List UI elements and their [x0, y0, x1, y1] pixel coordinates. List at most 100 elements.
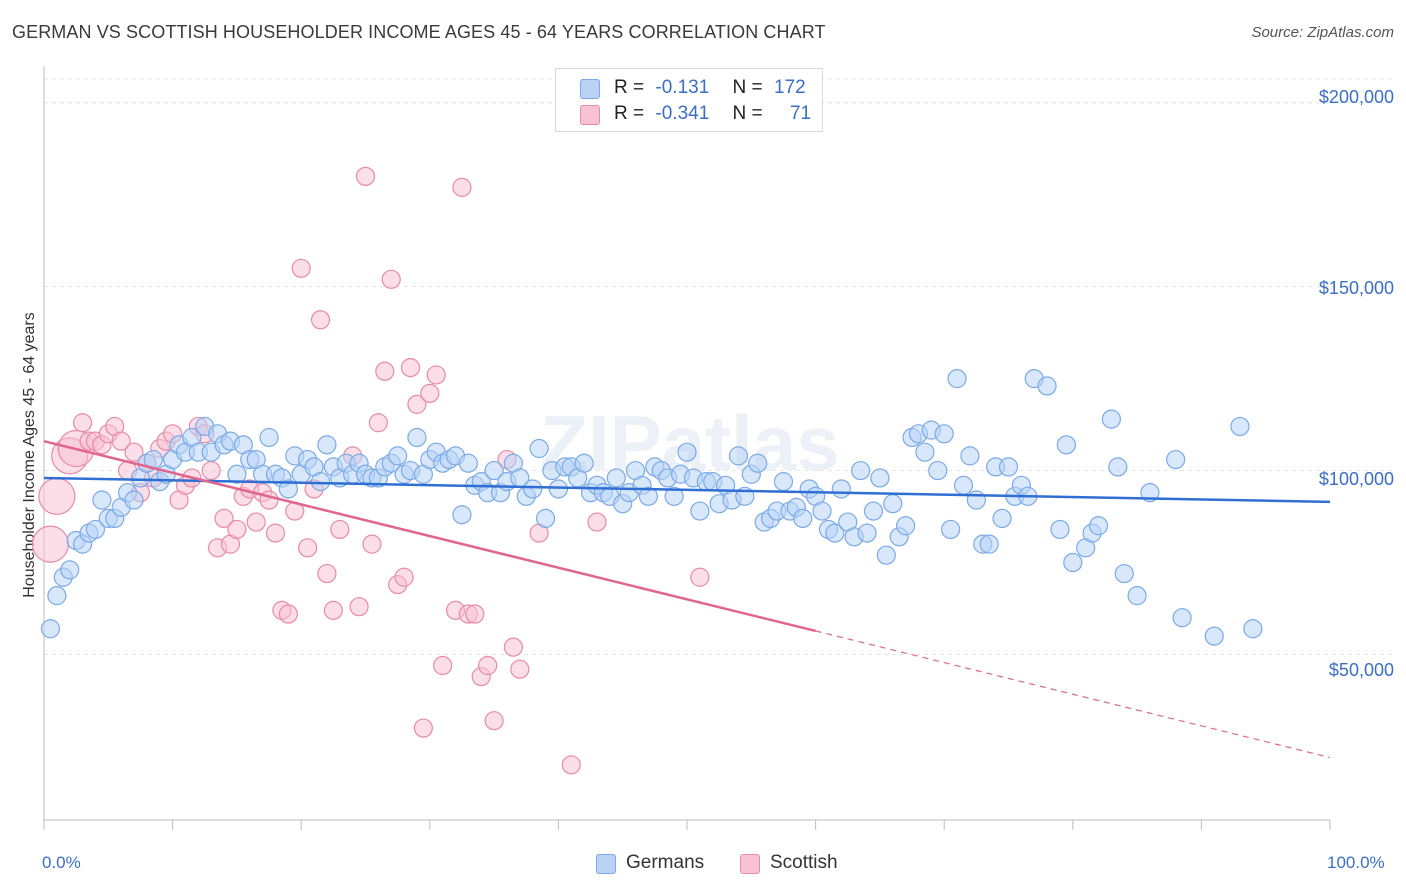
germans-point: [1056, 435, 1076, 455]
germans-point: [960, 446, 980, 466]
legend-n-label: N =: [732, 103, 763, 124]
germans-point: [259, 427, 279, 448]
germans-point: [831, 479, 851, 499]
germans-point: [728, 446, 749, 466]
germans-point: [998, 457, 1019, 477]
scottish-point: [400, 358, 421, 378]
germans-point: [1101, 409, 1121, 429]
bottom-legend-label-scottish: Scottish: [770, 852, 838, 873]
germans-point: [1037, 376, 1057, 396]
axes: [43, 66, 1331, 830]
scottish-point: [394, 567, 414, 587]
germans-point: [1127, 586, 1147, 606]
trend-lines: [43, 439, 1331, 759]
x-tick-label-max: 100.0%: [1327, 853, 1385, 872]
germans-point: [548, 479, 569, 499]
germans-point: [1230, 416, 1250, 437]
germans-point: [812, 501, 832, 521]
germans-point: [863, 501, 884, 521]
scottish-point: [375, 361, 395, 381]
germans-point: [40, 619, 61, 639]
scottish-point: [362, 534, 382, 554]
germans-point: [1063, 552, 1083, 573]
germans-point: [677, 442, 697, 462]
germans-point: [1243, 619, 1263, 639]
germans-point: [857, 523, 877, 543]
bottom-legend-swatch-germans: [596, 854, 616, 874]
scottish-point: [478, 655, 498, 676]
germans-trend-line: [43, 476, 1331, 504]
germans-point: [317, 435, 337, 455]
germans-point: [690, 501, 710, 521]
germans-point: [47, 586, 67, 606]
bottom-legend-label-germans: Germans: [626, 852, 705, 873]
scottish-point: [433, 655, 453, 676]
legend-r-value-germans: -0.131: [655, 77, 710, 98]
legend-r-value-scottish: -0.341: [655, 103, 710, 124]
germans-point: [1114, 563, 1134, 584]
scottish-point: [124, 442, 144, 462]
germans-point: [574, 453, 594, 473]
germans-point: [227, 464, 247, 484]
scottish-trend-line-extension: [815, 630, 1331, 759]
germans-point: [941, 519, 961, 540]
y-tick-label-200k: $200,000: [1318, 87, 1394, 107]
scottish-point: [265, 523, 286, 543]
scottish-point: [503, 637, 523, 657]
scottish-point: [368, 413, 388, 433]
germans-point: [1204, 626, 1224, 646]
germans-point: [1108, 457, 1128, 477]
germans-point: [92, 490, 112, 510]
germans-point: [793, 508, 813, 529]
legend-swatch-germans: [580, 79, 600, 99]
scottish-point: [452, 177, 472, 197]
germans-point: [953, 475, 974, 495]
germans-point: [606, 468, 626, 488]
germans-point: [876, 545, 896, 565]
germans-point: [1140, 483, 1160, 503]
chart-title: GERMAN VS SCOTTISH HOUSEHOLDER INCOME AG…: [12, 22, 826, 42]
germans-point: [664, 486, 684, 506]
scottish-point: [291, 258, 311, 278]
scottish-point: [227, 519, 247, 540]
legend-box: R = -0.131 N = 172 R = -0.341 N = 71: [555, 68, 823, 132]
germans-point: [947, 369, 967, 389]
germans-point: [851, 460, 871, 481]
germans-point: [529, 438, 549, 459]
scottish-point: [349, 597, 369, 617]
germans-point: [310, 472, 331, 492]
scottish-point: [310, 310, 331, 330]
germans-point: [124, 490, 144, 510]
germans-point: [452, 505, 472, 525]
germans-point: [773, 472, 794, 492]
germans-point: [638, 486, 659, 506]
x-tick-label-min: 0.0%: [42, 853, 81, 872]
legend-n-value-germans: 172: [773, 77, 806, 98]
germans-point: [915, 442, 935, 462]
germans-point: [825, 523, 845, 543]
y-tick-label-100k: $100,000: [1318, 469, 1394, 489]
scottish-point: [510, 659, 530, 679]
germans-point: [1172, 608, 1192, 628]
gridlines: [44, 78, 1394, 655]
germans-point: [870, 468, 890, 488]
germans-point: [934, 424, 954, 444]
germans-point: [1088, 516, 1109, 536]
scottish-point: [323, 600, 343, 620]
scottish-point: [465, 604, 485, 624]
y-tick-label-150k: $150,000: [1318, 278, 1394, 298]
germans-points: [40, 369, 1263, 646]
germans-point: [1050, 519, 1070, 540]
scottish-point: [413, 718, 433, 738]
scottish-point: [298, 538, 318, 558]
germans-point: [992, 508, 1012, 529]
germans-point: [896, 516, 916, 536]
scottish-point: [214, 508, 234, 529]
scottish-point: [355, 166, 376, 186]
scottish-point: [484, 711, 504, 731]
scottish-point: [317, 563, 337, 584]
germans-point: [85, 519, 106, 540]
scottish-point: [201, 460, 221, 481]
germans-point: [278, 479, 298, 499]
scottish-point: [426, 365, 446, 385]
